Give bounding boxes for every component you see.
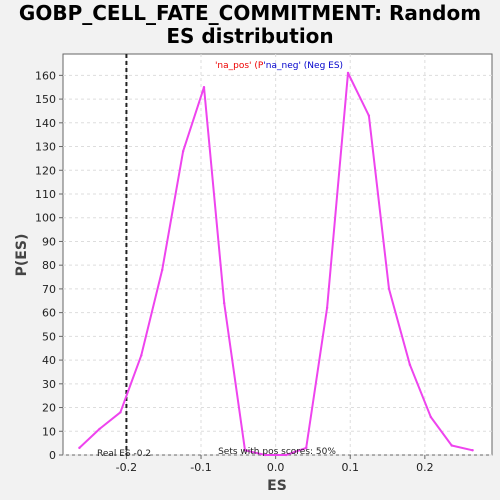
data-point [284,453,288,457]
data-point [161,268,164,272]
legend-pos-entry: 'na_pos' (P [215,61,264,71]
y-tick-label: 10 [42,425,56,438]
y-tick-label: 90 [42,235,56,248]
plot-area [62,53,493,456]
y-tick-label: 130 [35,141,56,154]
chart-title: GOBP_CELL_FATE_COMMITMENT: Random ES dis… [0,2,500,48]
x-axis-ticks: -0.2 -0.1 0.0 0.1 0.2 [116,455,434,474]
y-axis-label: P(ES) [14,234,30,277]
data-point [471,449,474,452]
x-tick-label: -0.1 [190,461,211,474]
chart-title-line-1: GOBP_CELL_FATE_COMMITMENT: Random [18,1,482,25]
distribution-line [244,446,307,456]
y-tick-label: 150 [35,93,56,106]
y-tick-label: 160 [35,69,56,82]
data-point [305,446,308,450]
y-tick-label: 60 [42,307,56,320]
x-tick-label: -0.2 [116,461,137,474]
pos-scores-label: Sets with pos scores: 50% [218,447,336,457]
y-tick-label: 80 [42,259,56,272]
y-tick-label: 0 [49,449,56,462]
data-point [450,444,453,447]
data-point [181,150,185,153]
data-point [243,449,247,452]
x-tick-label: 0.0 [267,461,285,474]
data-point [387,287,391,291]
y-tick-label: 120 [35,164,56,177]
data-point [346,71,350,75]
x-axis-label: ES [267,478,287,494]
y-tick-label: 110 [35,188,56,201]
y-tick-label: 70 [42,283,56,296]
y-tick-label: 50 [42,330,56,343]
x-tick-label: 0.2 [416,461,434,474]
data-point [222,301,226,305]
data-point [119,411,122,414]
distribution-series [78,71,474,457]
data-point [140,354,143,357]
y-tick-label: 20 [42,402,56,415]
y-tick-label: 40 [42,354,56,367]
chart-title-line-2: ES distribution [166,24,334,48]
legend: 'na_pos' (P'na_neg' (Neg ES) [215,61,343,71]
real-es-label: Real ES -0.2 [97,449,151,459]
data-point [263,453,267,457]
data-point [429,415,433,419]
legend-neg-entry: 'na_neg' (Neg ES) [263,61,343,71]
data-point [78,446,81,450]
y-axis-ticks: 0 10 20 30 40 50 60 70 80 90 100 110 120 130 140 150 160 [35,69,63,462]
data-point [98,427,101,431]
y-tick-label: 140 [35,117,56,130]
x-tick-label: 0.1 [341,461,359,474]
data-point [367,114,371,117]
data-point [325,306,329,310]
y-tick-label: 30 [42,378,56,391]
data-point [408,363,412,367]
y-tick-label: 100 [35,212,56,225]
data-point [202,86,206,89]
